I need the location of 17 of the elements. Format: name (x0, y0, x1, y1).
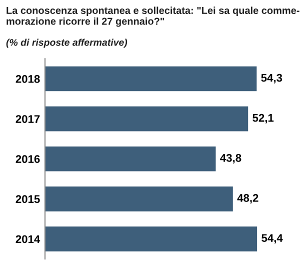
bar (45, 146, 216, 172)
y-tick-label: 2015 (16, 195, 40, 204)
data-label: 43,8 (220, 154, 242, 164)
y-tick-label: 2014 (16, 235, 40, 244)
chart-title: La conoscenza spontanea e sollecitata: "Lei sa quale comme- morazione ricorre il 27 gennaio?" (6, 6, 300, 27)
bar (45, 66, 257, 92)
data-label: 52,1 (252, 114, 274, 124)
y-tick-label: 2016 (16, 155, 40, 163)
data-label: 54,4 (262, 234, 283, 244)
data-label: 54,3 (261, 74, 282, 84)
data-label: 48,2 (237, 194, 258, 204)
bar (45, 186, 233, 212)
y-tick-label: 2017 (16, 115, 40, 123)
chart-subtitle: (% di risposte affermative) (6, 38, 128, 48)
y-tick-label: 2018 (16, 75, 40, 83)
bar (45, 106, 248, 132)
bar (45, 226, 258, 252)
